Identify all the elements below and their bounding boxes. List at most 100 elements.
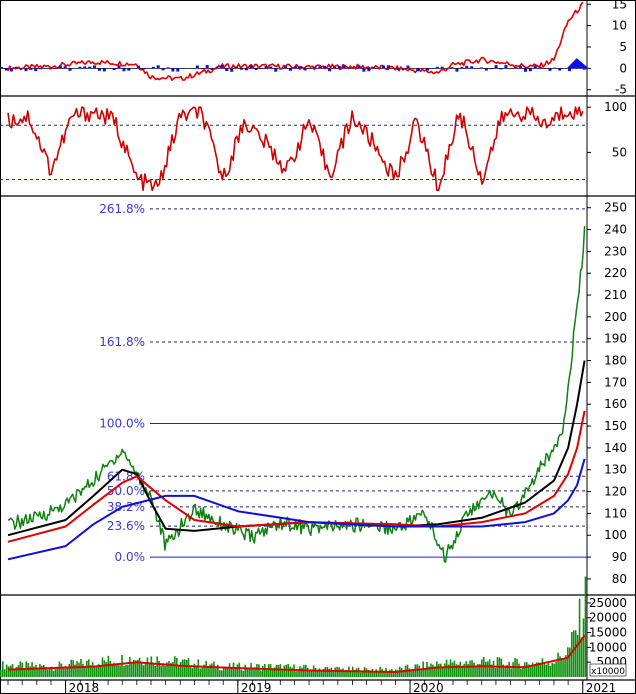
y-tick-label: 220 [604, 266, 627, 280]
histogram-bar [215, 66, 219, 69]
volume-bar [236, 664, 239, 677]
volume-bar [488, 659, 491, 677]
histogram-bar [39, 68, 43, 70]
volume-bar [187, 658, 190, 677]
histogram-bar [249, 65, 253, 69]
volume-bar [518, 663, 520, 677]
volume-bar [477, 664, 479, 677]
volume-bar [68, 664, 71, 677]
volume-bar [344, 671, 346, 677]
histogram-bar [284, 66, 288, 69]
volume-bar [443, 663, 446, 677]
volume-bar [394, 669, 397, 677]
histogram-bar [499, 68, 503, 70]
volume-bar [555, 661, 557, 677]
volume-bar [565, 655, 567, 677]
volume-bar [295, 671, 297, 677]
histogram-bar [367, 68, 371, 72]
volume-bar [318, 668, 321, 677]
y-tick-label: 190 [604, 332, 627, 346]
volume-bar [144, 663, 147, 677]
volume-bar [265, 669, 268, 677]
volume-bar [350, 670, 352, 677]
volume-bar [441, 668, 444, 677]
volume-bar [177, 666, 180, 677]
volume-bar [15, 666, 18, 677]
histogram-bar [151, 66, 155, 69]
volume-bar [502, 664, 505, 677]
volume-bar [281, 670, 284, 677]
volume-bar [220, 670, 223, 677]
y-tick-label: 130 [604, 463, 627, 477]
volume-bar [420, 668, 422, 677]
histogram-bar [386, 65, 390, 69]
histogram-bar [34, 68, 38, 72]
volume-bar [158, 660, 160, 677]
volume-bar [46, 669, 49, 677]
histogram-bar [484, 68, 488, 71]
volume-bar [230, 667, 233, 677]
volume-bar [299, 666, 301, 677]
histogram-bar [553, 67, 557, 69]
histogram-bar [63, 66, 67, 69]
y-tick-label: 80 [612, 572, 627, 586]
volume-bar [44, 667, 47, 677]
y-tick-label: 15000 [589, 626, 627, 640]
histogram-bar [235, 66, 239, 69]
volume-bar [248, 669, 250, 677]
y-tick-label: 15 [612, 0, 627, 11]
volume-bar [449, 659, 452, 677]
volume-bar [91, 662, 94, 677]
volume-bar [84, 666, 86, 677]
volume-bar [537, 662, 540, 677]
x-tick-label: 2021 [586, 681, 617, 694]
volume-bar [567, 647, 569, 677]
volume-bar [250, 663, 252, 677]
y-tick-label: 230 [604, 244, 627, 258]
y-tick-label: 110 [604, 506, 627, 520]
histogram-bar [323, 65, 327, 69]
volume-bar [492, 660, 495, 677]
volume-bar [576, 634, 579, 677]
volume-bar [254, 667, 256, 677]
histogram-bar [568, 68, 572, 72]
volume-bar [125, 664, 127, 677]
volume-bar [326, 667, 329, 677]
volume-bar [205, 660, 207, 677]
histogram-bar [426, 68, 430, 71]
y-tick-label: 250 [604, 201, 627, 215]
volume-bar [324, 667, 327, 677]
volume-bar [418, 665, 421, 677]
histogram-bar [83, 66, 87, 69]
histogram-bar [117, 65, 121, 69]
volume-bar [551, 662, 554, 677]
volume-bar [66, 667, 69, 677]
volume-bar [584, 576, 587, 677]
volume-bar [41, 665, 43, 677]
volume-bar [500, 658, 503, 677]
line-series [7, 1, 584, 82]
volume-bar [242, 670, 245, 677]
volume-bar [461, 665, 464, 677]
volume-bar [193, 663, 196, 677]
fib-level-label: 161.8% [99, 335, 145, 349]
histogram-bar [514, 66, 518, 69]
histogram-bar [48, 68, 52, 70]
momentum-indicator-panel: 15 10 5 0 -5 [0, 0, 627, 97]
oscillator-series [7, 106, 584, 192]
x-tick-label: 2020 [413, 681, 444, 694]
volume-bar [543, 662, 546, 677]
y-tick-label: -5 [615, 83, 627, 97]
volume-bar [142, 665, 145, 677]
volume-bar [1, 661, 4, 677]
histogram-bar [455, 68, 459, 72]
volume-bar [396, 670, 399, 677]
histogram-bar [303, 68, 307, 71]
volume-bar [533, 665, 536, 677]
volume-bar [74, 664, 76, 677]
volume-bar [211, 663, 213, 677]
volume-bar [506, 664, 509, 677]
histogram-bar [68, 68, 72, 71]
volume-bar [97, 664, 100, 677]
volume-bar [154, 665, 157, 677]
